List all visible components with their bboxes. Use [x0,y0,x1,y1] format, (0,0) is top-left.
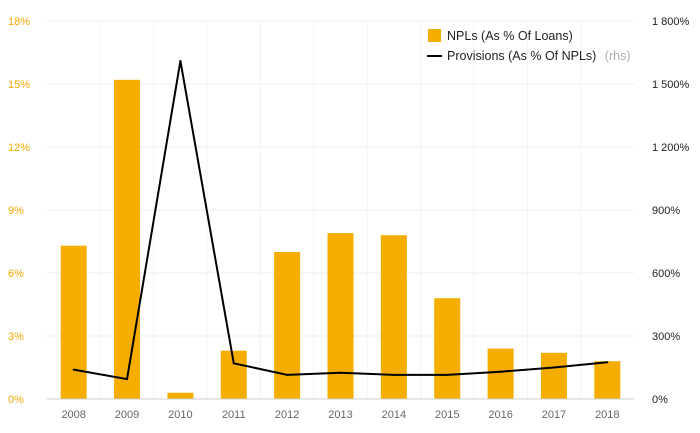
x-tick-label: 2018 [595,409,619,421]
axes: 0% 3% 6% 9% 12% 15% 18% 0% 300% 600% 900% 1 200% 1 5… [8,16,690,421]
bar-2016 [487,348,514,399]
y-tick-label-left: 9% [8,205,24,217]
line-point-2012 [286,373,289,376]
bar-2012 [274,252,301,399]
x-tick-label: 2010 [168,409,192,421]
legend-swatch-bar [428,29,441,42]
grid-lines [47,20,634,399]
legend-label-line-text: Provisions (As % Of NPLs) [447,49,596,63]
y-tick-label-right: 300% [652,331,680,343]
bar-2015 [434,298,461,399]
bar-2017 [540,352,567,399]
y-tick-label-right: 1 500% [652,79,690,91]
x-tick-label: 2011 [222,409,246,421]
legend: NPLs (As % Of Loans) Provisions (As % Of… [427,29,631,64]
line-point-2011 [232,362,235,365]
legend-label-bar: NPLs (As % Of Loans) [447,29,573,43]
y-tick-label-right: 900% [652,205,680,217]
line-point-2010 [179,59,182,62]
bar-2010 [167,392,194,399]
line-point-2014 [392,373,395,376]
line-point-2008 [72,368,75,371]
x-tick-label: 2017 [542,409,566,421]
bar-2013 [327,233,354,399]
x-tick-label: 2014 [382,409,406,421]
line-point-2009 [126,378,129,381]
y-tick-label-right: 600% [652,268,680,280]
y-tick-label-right: 1 200% [652,142,690,154]
x-tick-label: 2013 [328,409,352,421]
y-tick-label-left: 12% [8,142,30,154]
x-tick-label: 2008 [61,409,85,421]
bar-2008 [60,245,87,399]
y-tick-label-right: 0% [652,394,668,406]
x-tick-label: 2016 [488,409,512,421]
y-tick-label-left: 18% [8,16,30,28]
line-series [72,59,609,381]
legend-label-line-suffix: (rhs) [605,49,631,63]
line-point-2018 [606,361,609,364]
line-point-2015 [446,373,449,376]
y-tick-label-left: 6% [8,268,24,280]
x-tick-label: 2009 [115,409,139,421]
legend-label-line: Provisions (As % Of NPLs) (rhs) [447,47,631,64]
bar-series [60,79,621,400]
y-tick-label-left: 3% [8,331,24,343]
y-tick-label-left: 0% [8,394,24,406]
bar-2014 [380,235,407,399]
y-tick-label-right: 1 800% [652,16,690,28]
y-tick-label-left: 15% [8,79,30,91]
x-tick-label: 2015 [435,409,459,421]
bar-2009 [114,79,141,400]
line-point-2016 [499,370,502,373]
line-point-2017 [552,366,555,369]
bar-2018 [594,361,621,399]
x-tick-label: 2012 [275,409,299,421]
line-point-2013 [339,371,342,374]
